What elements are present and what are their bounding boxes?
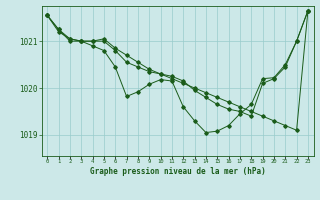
X-axis label: Graphe pression niveau de la mer (hPa): Graphe pression niveau de la mer (hPa) bbox=[90, 167, 266, 176]
